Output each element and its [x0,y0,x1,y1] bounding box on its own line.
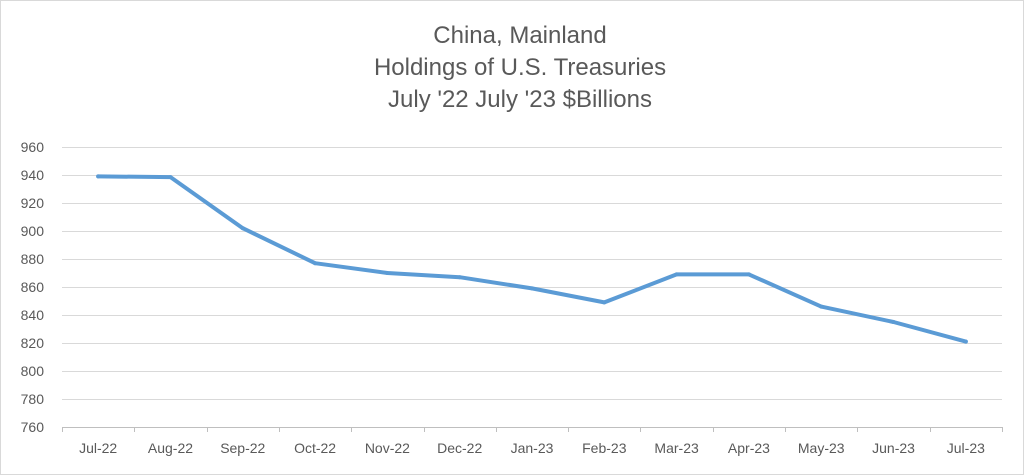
x-tick-label: Jul-22 [79,440,117,456]
x-tick-label: May-23 [798,440,845,456]
chart-title: China, Mainland Holdings of U.S. Treasur… [0,20,1024,116]
x-tick-label: Nov-22 [365,440,410,456]
x-tick-label: Oct-22 [294,440,336,456]
y-tick-label: 900 [21,223,45,239]
chart-title-line-1: China, Mainland [433,22,607,49]
y-tick-label: 780 [21,391,45,407]
y-tick-label: 800 [21,363,45,379]
data-point [819,304,824,309]
x-tick-label: Mar-23 [654,440,699,456]
data-point [96,174,101,179]
x-tick-label: Jan-23 [511,440,554,456]
data-point [963,339,968,344]
y-axis-tick-labels: 760 780 800 820 840 860 880 900 920 940 960 [21,139,45,435]
y-tick-label: 820 [21,335,45,351]
data-point [674,272,679,277]
data-point [602,300,607,305]
data-point [746,272,751,277]
y-tick-label: 960 [21,139,45,155]
y-tick-label: 940 [21,167,45,183]
x-axis-tick-labels: Jul-22 Aug-22 Sep-22 Oct-22 Nov-22 Dec-22 Jan-… [79,440,985,456]
y-tick-label: 920 [21,195,45,211]
data-point [240,226,245,231]
y-tick-label: 880 [21,251,45,267]
x-tick-label: Aug-22 [148,440,193,456]
y-tick-label: 860 [21,279,45,295]
y-tick-label: 840 [21,307,45,323]
chart-title-line-3: July '22 July '23 $Billions [388,86,652,113]
gridlines [62,147,1003,432]
x-tick-label: Jul-23 [947,440,985,456]
data-point [891,320,896,324]
chart-title-line-2: Holdings of U.S. Treasuries [373,54,667,81]
data-point [385,271,390,275]
data-point [530,286,534,291]
data-point [457,275,462,280]
y-tick-label: 760 [21,419,45,435]
series-layer [96,174,968,344]
data-point [313,261,318,266]
x-tick-label: Feb-23 [582,440,627,456]
x-tick-label: Sep-22 [220,440,265,456]
data-point [168,175,173,180]
x-tick-label: Dec-22 [437,440,482,456]
x-tick-label: Apr-23 [728,440,770,456]
x-tick-label: Jun-23 [872,440,915,456]
